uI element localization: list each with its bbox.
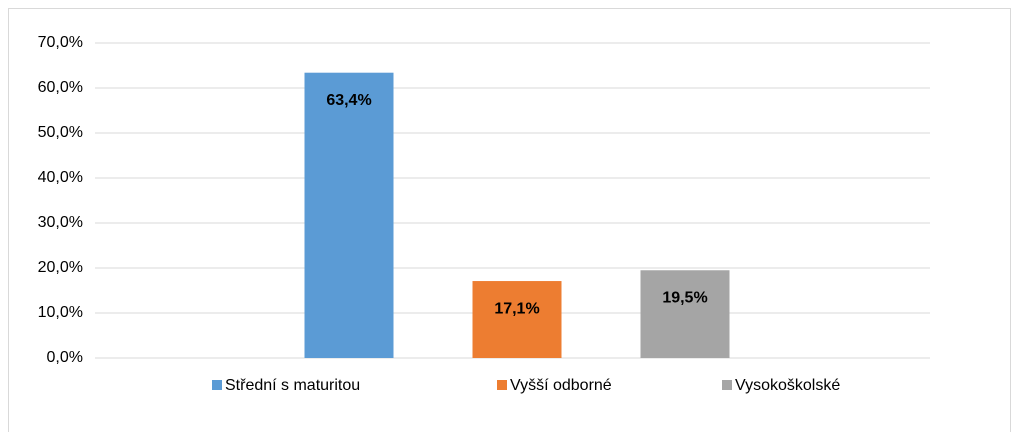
data-label: 63,4% [326,92,371,109]
bar [472,281,562,358]
y-tick-label: 10,0% [38,304,83,321]
legend-label: Vysokoškolské [735,377,840,394]
bar [304,72,394,358]
legend-label: Střední s maturitou [225,377,360,394]
y-tick-label: 40,0% [38,169,83,186]
chart-frame [8,8,1011,432]
legend-swatch [722,380,732,390]
y-tick-label: 50,0% [38,124,83,141]
y-tick-label: 0,0% [47,349,83,366]
y-tick-label: 70,0% [38,34,83,51]
data-label: 17,1% [494,300,539,317]
legend-swatch [497,380,507,390]
y-tick-label: 20,0% [38,259,83,276]
legend-swatch [212,380,222,390]
bar [640,270,730,358]
legend-label: Vyšší odborné [510,377,612,394]
y-tick-label: 60,0% [38,79,83,96]
data-label: 19,5% [662,289,707,306]
y-tick-label: 30,0% [38,214,83,231]
